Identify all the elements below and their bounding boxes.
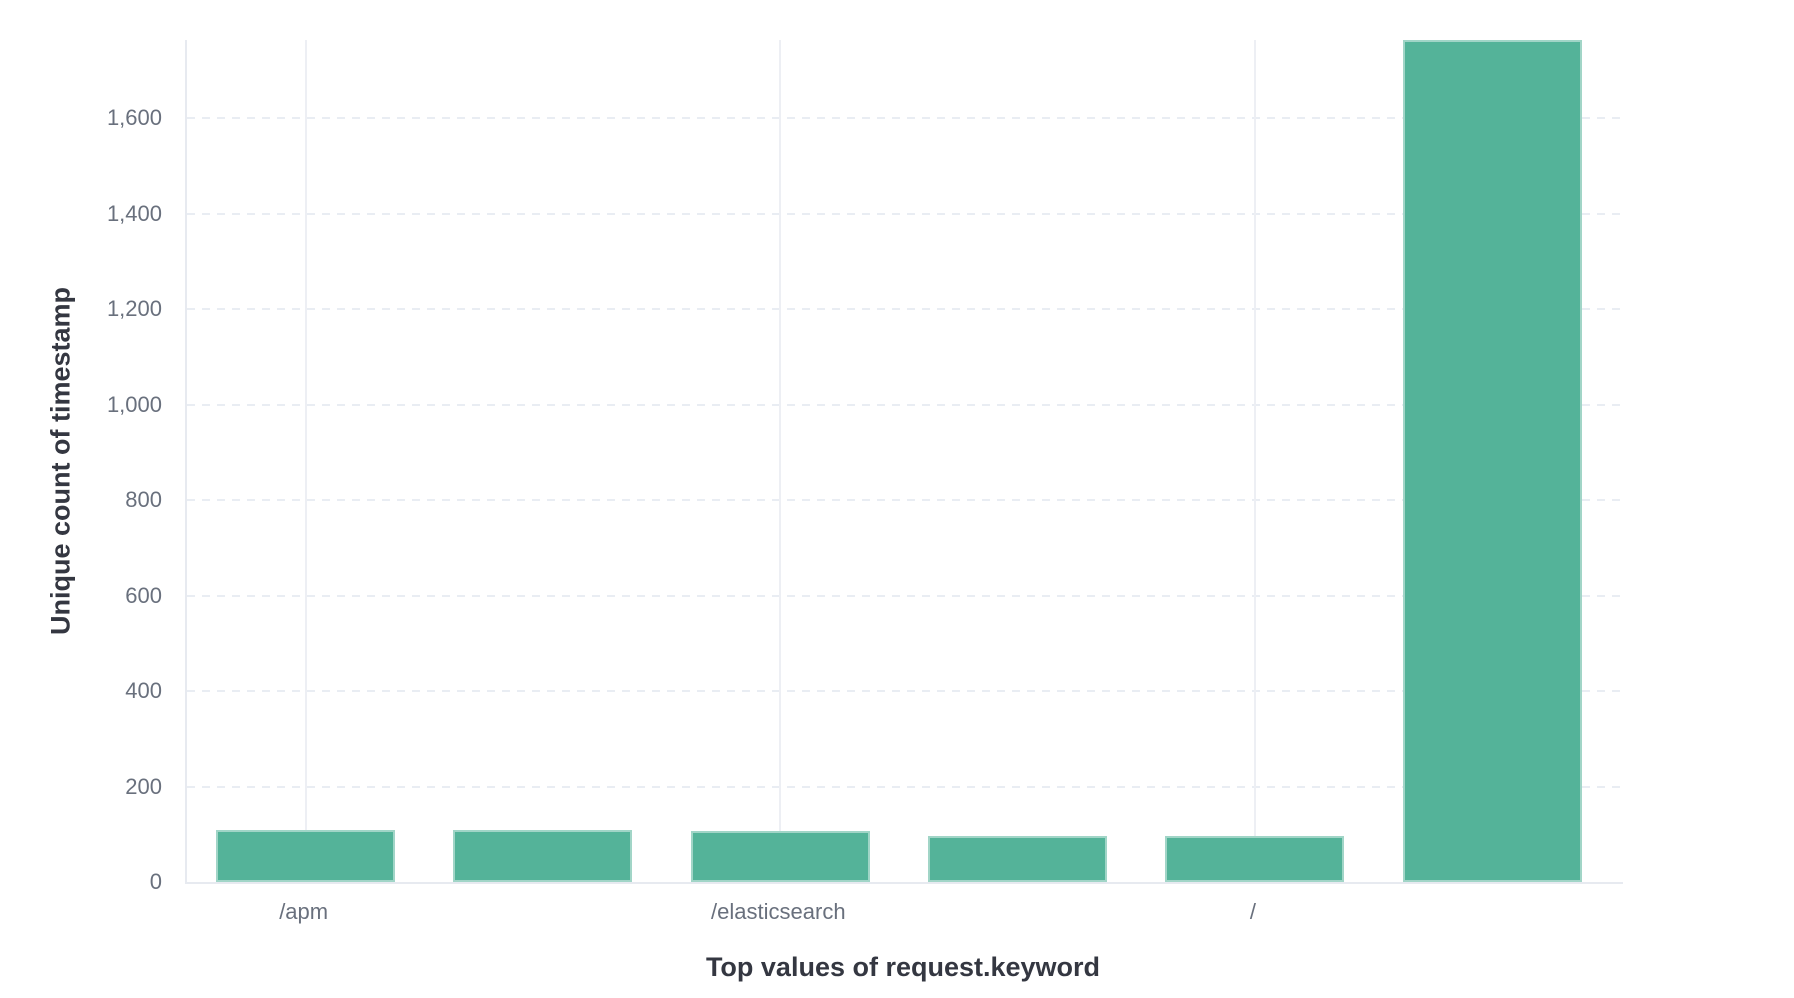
h-gridline-1,200 bbox=[187, 308, 1623, 311]
bar-/elasticsearch[interactable] bbox=[690, 830, 870, 882]
x-tick-label: / bbox=[1249, 899, 1257, 924]
bar-category-2[interactable] bbox=[453, 829, 633, 882]
bar-/[interactable] bbox=[1165, 836, 1345, 882]
x-tick-label: /apm bbox=[279, 899, 329, 924]
y-tick-label: 600 bbox=[125, 582, 162, 608]
h-gridline-200 bbox=[187, 785, 1623, 788]
h-gridline-1,400 bbox=[187, 212, 1623, 215]
y-tick-label: 1,600 bbox=[106, 105, 162, 131]
plot-area bbox=[185, 40, 1623, 884]
y-tick-label: 800 bbox=[125, 487, 162, 513]
y-tick-label: 1,400 bbox=[106, 200, 162, 226]
y-tick-label: 200 bbox=[125, 773, 162, 799]
v-gridline-/ bbox=[1253, 40, 1256, 882]
bar-category-6[interactable] bbox=[1402, 40, 1582, 882]
v-gridline-/elasticsearch bbox=[779, 40, 782, 882]
x-axis-title: Top values of request.keyword bbox=[705, 952, 1101, 982]
x-tick-label: /elasticsearch bbox=[711, 899, 846, 924]
bar-/apm[interactable] bbox=[216, 829, 396, 882]
y-tick-label: 0 bbox=[149, 869, 162, 894]
h-gridline-1,000 bbox=[187, 403, 1623, 406]
y-tick-label: 1,200 bbox=[106, 296, 162, 322]
bar-category-4[interactable] bbox=[928, 835, 1108, 882]
y-tick-label: 1,000 bbox=[106, 391, 162, 417]
y-tick-label: 400 bbox=[125, 678, 162, 704]
h-gridline-400 bbox=[187, 690, 1623, 693]
h-gridline-1,600 bbox=[187, 117, 1623, 120]
v-gridline-/apm bbox=[304, 40, 307, 882]
h-gridline-800 bbox=[187, 499, 1623, 502]
h-gridline-600 bbox=[187, 594, 1623, 597]
